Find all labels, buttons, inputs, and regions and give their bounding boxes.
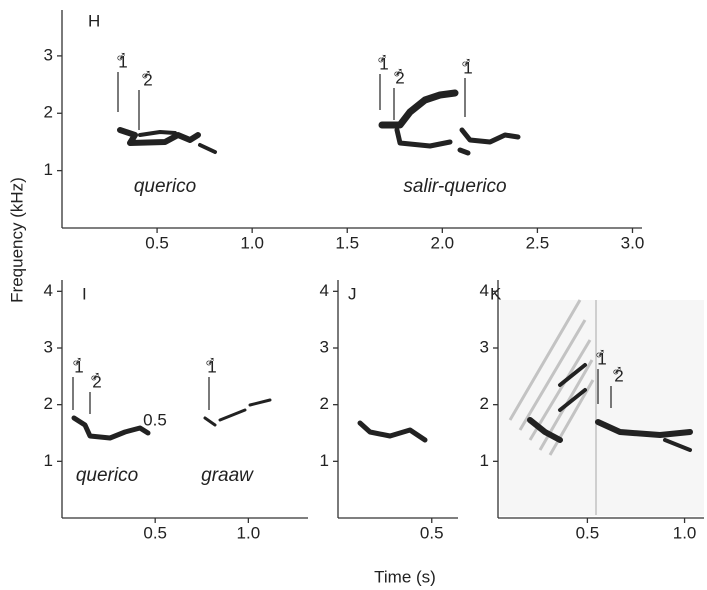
male-subscript: 2 — [143, 70, 152, 89]
male-symbol: ♂ — [115, 47, 128, 66]
male-symbol: ♂ — [204, 352, 217, 371]
x-tick-label: 2.0 — [431, 233, 455, 252]
panel-letter: K — [490, 284, 502, 303]
annotation: graaw — [201, 465, 254, 486]
annotation: querico — [76, 465, 138, 486]
panel-letter: I — [82, 284, 87, 303]
male-symbol: ♂ — [376, 49, 389, 68]
y-tick-label: 4 — [480, 281, 489, 300]
y-tick-label: 1 — [320, 451, 329, 470]
y-tick-label: 2 — [44, 394, 53, 413]
male-subscript: 1 — [207, 357, 216, 376]
y-tick-label: 1 — [44, 451, 53, 470]
annotation: querico — [134, 176, 196, 197]
y-tick-label: 4 — [44, 281, 53, 300]
male-subscript: 1 — [597, 349, 606, 368]
spectrogram-traces — [71, 89, 693, 452]
x-tick-label: 0.5 — [420, 523, 444, 542]
x-tick-label: 0.5 — [145, 233, 169, 252]
x-tick-label: 3.0 — [621, 233, 645, 252]
y-tick-label: 2 — [480, 394, 489, 413]
y-tick-label: 2 — [44, 103, 53, 122]
panel-letter: H — [88, 11, 100, 30]
x-axis-label: Time (s) — [374, 567, 436, 586]
male-subscript: 1 — [74, 357, 83, 376]
male-symbol: ♂ — [89, 367, 102, 386]
male-symbol: ♂ — [460, 53, 473, 72]
x-tick-label: 0.5 — [143, 523, 167, 542]
male-subscript: 1 — [379, 54, 388, 73]
male-subscript: 2 — [614, 366, 623, 385]
x-tick-label: 0.5 — [576, 523, 600, 542]
male-symbol: ♂ — [594, 344, 607, 363]
x-tick-label: 1.0 — [237, 523, 261, 542]
male-symbol: ♂ — [140, 65, 153, 84]
y-axis-label: Frequency (kHz) — [7, 177, 26, 303]
male-subscript: 1 — [463, 58, 472, 77]
annotation: salir-querico — [403, 176, 506, 197]
x-tick-label: 1.5 — [335, 233, 359, 252]
y-tick-label: 1 — [480, 451, 489, 470]
male-symbol: ♂ — [71, 352, 84, 371]
male-symbol: ♂ — [392, 63, 405, 82]
male-subscript: 2 — [395, 68, 404, 87]
male-subscript: 2 — [92, 372, 101, 391]
spectrogram-noise — [500, 299, 704, 516]
panel-letter: J — [348, 284, 357, 303]
x-tick-label: 2.5 — [526, 233, 550, 252]
x-tick-label: 1.0 — [673, 523, 697, 542]
male-symbol: ♂ — [611, 361, 624, 380]
y-tick-label: 2 — [320, 394, 329, 413]
y-tick-label: 3 — [320, 337, 329, 356]
y-tick-label: 3 — [480, 337, 489, 356]
annotation: 0.5 — [143, 410, 167, 429]
x-tick-label: 1.0 — [240, 233, 264, 252]
y-tick-label: 1 — [44, 160, 53, 179]
y-tick-label: 3 — [44, 337, 53, 356]
y-tick-label: 3 — [44, 45, 53, 64]
y-tick-label: 4 — [320, 281, 329, 300]
male-subscript: 1 — [118, 52, 127, 71]
